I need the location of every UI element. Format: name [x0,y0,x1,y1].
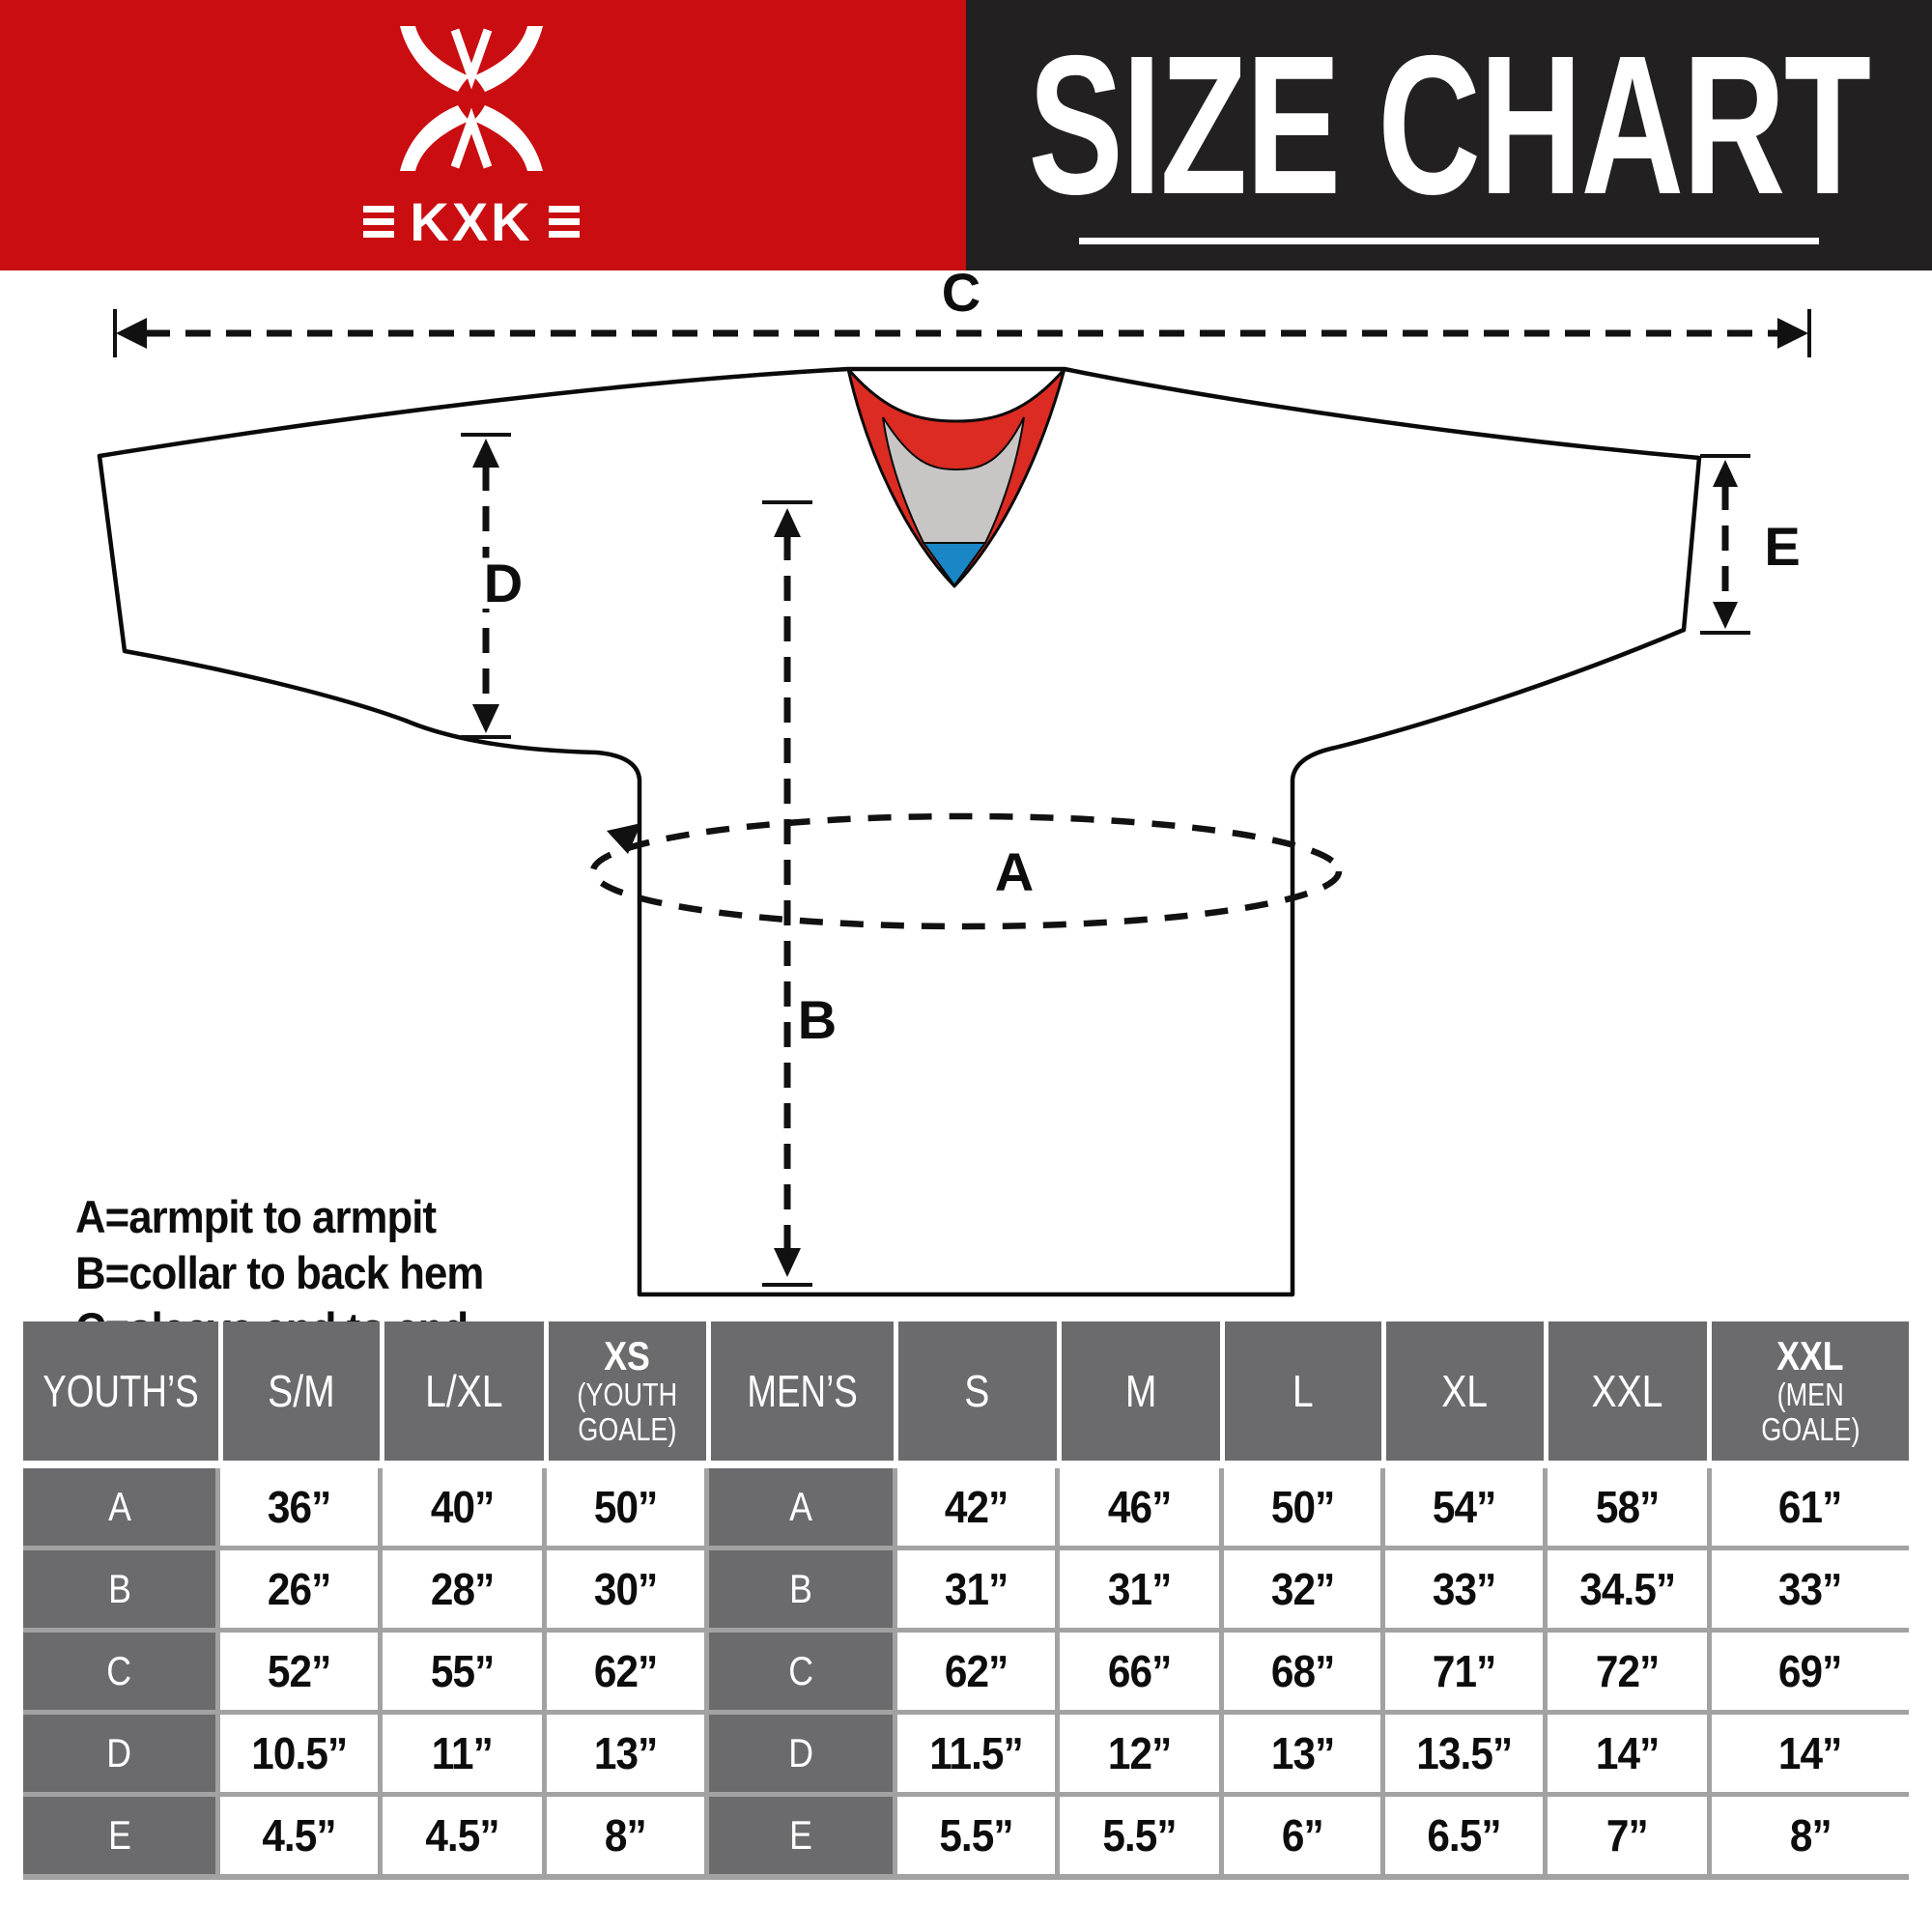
size-value-cell: 33” [1385,1550,1544,1628]
label-b: B [798,989,837,1050]
size-value-cell: 54” [1385,1468,1544,1546]
size-value-cell: 62” [896,1633,1056,1710]
label-d: D [484,553,523,613]
size-value-cell: 6” [1223,1797,1381,1874]
size-value-cell: 6.5” [1385,1797,1544,1874]
size-value-cell: 5.5” [896,1797,1056,1874]
row-label: A [23,1468,216,1546]
legend-line-a: A=armpit to armpit [75,1191,437,1242]
jersey-measurement-diagram: C D E A B [97,270,1811,1297]
label-e: E [1764,516,1800,577]
size-value-cell: 14” [1548,1715,1707,1792]
legend-line-b: B=collar to back hem [75,1247,484,1298]
size-value-cell: 50” [546,1468,705,1546]
size-value-cell: 12” [1060,1715,1219,1792]
row-label: B [23,1550,216,1628]
row-label: A [709,1468,893,1546]
size-value-cell: 26” [220,1550,378,1628]
row-label: E [709,1797,893,1874]
header-youths: YOUTH’S [23,1321,218,1461]
size-value-cell: 5.5” [1060,1797,1219,1874]
label-c: C [942,270,980,323]
size-value-cell: 8” [546,1797,705,1874]
size-value-cell: 7” [1548,1797,1707,1874]
size-value-cell: 11.5” [896,1715,1056,1792]
size-value-cell: 13” [546,1715,705,1792]
size-value-cell: 46” [1060,1468,1219,1546]
header-men-xxl: XXL [1548,1321,1708,1461]
header-youth-lxl: L/XL [384,1321,544,1461]
title-panel: SIZE CHART [966,0,1932,270]
header-mens: MEN’S [711,1321,895,1461]
size-value-cell: 33” [1711,1550,1909,1628]
size-value-cell: 62” [546,1633,705,1710]
logo-wordmark: KXK [410,191,532,249]
size-value-cell: 50” [1223,1468,1381,1546]
header-men-xl: XL [1386,1321,1544,1461]
brand-panel: KXK [0,0,966,270]
size-value-cell: 4.5” [382,1797,542,1874]
row-label: B [709,1550,893,1628]
size-table: YOUTH’S S/M L/XL XS (YOUTH GOALE) MEN’S … [23,1321,1909,1880]
size-value-cell: 13.5” [1385,1715,1544,1792]
size-value-cell: 55” [382,1633,542,1710]
measure-ellipse-a: A [589,812,1343,930]
size-value-cell: 31” [896,1550,1056,1628]
size-value-cell: 10.5” [220,1715,378,1792]
measure-arrow-e: E [1700,454,1807,635]
header-men-s: S [898,1321,1057,1461]
size-value-cell: 31” [1060,1550,1219,1628]
label-a: A [995,841,1034,902]
size-value-cell: 52” [220,1633,378,1710]
size-value-cell: 72” [1548,1633,1707,1710]
row-label: E [23,1797,216,1874]
size-value-cell: 40” [382,1468,542,1546]
size-value-cell: 11” [382,1715,542,1792]
size-value-cell: 69” [1711,1633,1909,1710]
size-value-cell: 61” [1711,1468,1909,1546]
collar-blue-insert [922,542,987,587]
logo-side-bars [363,206,580,238]
page-header: KXK SIZE CHART [0,0,1932,270]
title-underline [1079,238,1819,244]
measure-arrow-d: D [461,433,529,739]
logo-inner-v [450,28,493,90]
size-value-cell: 14” [1711,1715,1909,1792]
size-table-header: YOUTH’S S/M L/XL XS (YOUTH GOALE) MEN’S … [23,1321,1909,1461]
collar [846,367,1066,588]
size-value-cell: 34.5” [1548,1550,1707,1628]
row-label: D [23,1715,216,1792]
logo-x-emblem [400,26,543,171]
size-value-cell: 4.5” [220,1797,378,1874]
size-value-cell: 71” [1385,1633,1544,1710]
page-title: SIZE CHART [1028,14,1871,236]
size-value-cell: 66” [1060,1633,1219,1710]
size-value-cell: 28” [382,1550,542,1628]
size-value-cell: 58” [1548,1468,1707,1546]
size-value-cell: 8” [1711,1797,1909,1874]
jersey-outline [97,366,1702,1297]
size-value-cell: 36” [220,1468,378,1546]
header-men-l: L [1224,1321,1382,1461]
kxk-logo: KXK [363,26,580,249]
header-youth-sm: S/M [222,1321,381,1461]
row-label: C [23,1633,216,1710]
size-value-cell: 13” [1223,1715,1381,1792]
row-label: C [709,1633,893,1710]
measure-arrow-c: C [113,270,1811,357]
collar-inner-gray [882,416,1025,544]
size-value-cell: 42” [896,1468,1056,1546]
measure-arrow-b: B [762,500,843,1287]
size-table-body: A 36” 40” 50” A 42” 46” 50” 54” 58” 61” … [23,1468,1909,1880]
logo-inner-caret [450,107,493,169]
row-label: D [709,1715,893,1792]
size-value-cell: 68” [1223,1633,1381,1710]
header-men-goalie: XXL (MEN GOALE) [1712,1321,1909,1461]
size-value-cell: 30” [546,1550,705,1628]
header-men-m: M [1061,1321,1220,1461]
header-youth-goalie: XS (YOUTH GOALE) [548,1321,707,1461]
size-value-cell: 32” [1223,1550,1381,1628]
